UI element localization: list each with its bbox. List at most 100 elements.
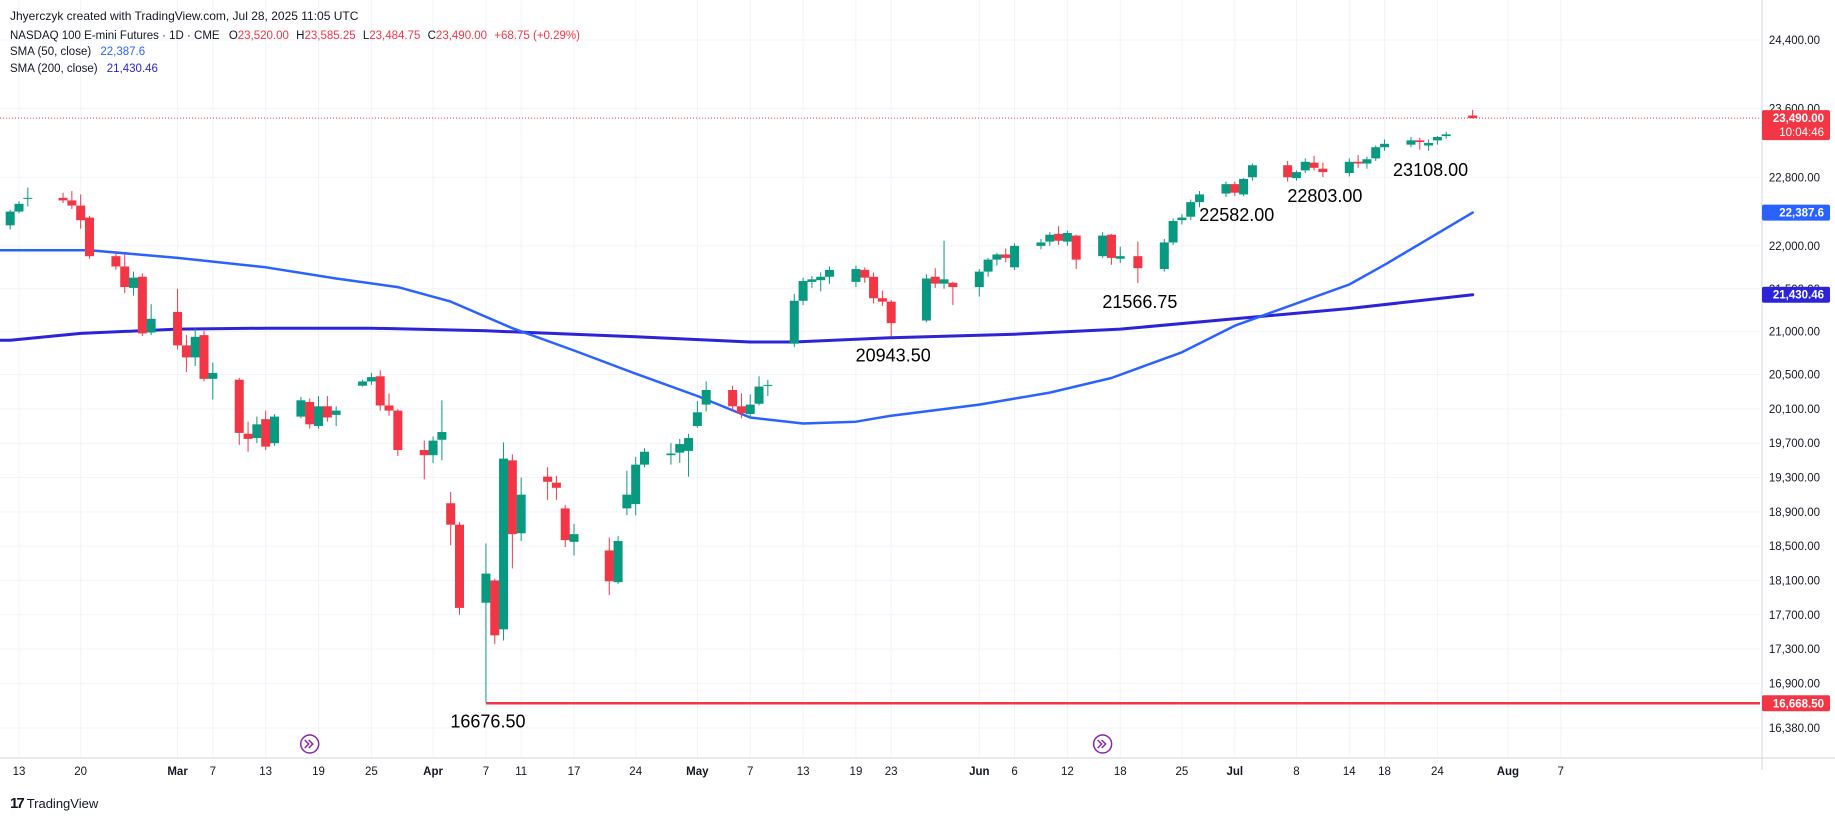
candle — [983, 257, 993, 277]
candle-body — [640, 451, 650, 465]
candle-body — [877, 298, 887, 302]
candle — [1468, 109, 1478, 119]
candle-body — [992, 254, 1002, 260]
candle — [507, 454, 517, 569]
candle-body — [1177, 217, 1187, 221]
candle-body — [1371, 147, 1381, 159]
candle-body — [366, 377, 376, 382]
candle — [129, 271, 139, 296]
high-value: 23,585.25 — [304, 30, 356, 42]
price-annotation: 22582.00 — [1199, 205, 1274, 225]
candle — [1432, 136, 1442, 145]
candle-body — [499, 458, 509, 630]
price-badge: 22,387.6 — [1762, 204, 1830, 221]
candle-body — [58, 197, 68, 201]
sma50-layer — [0, 211, 1474, 425]
event-marker-arrows — [304, 739, 314, 749]
candle — [1062, 230, 1072, 246]
candle-body — [1406, 140, 1416, 145]
low-label: L — [362, 30, 370, 42]
candle-body — [261, 419, 271, 447]
sma200-layer — [0, 293, 1475, 344]
candle — [1247, 163, 1257, 181]
candle-body — [869, 276, 879, 299]
candle — [199, 330, 209, 382]
candle-body — [754, 386, 764, 404]
candle — [692, 401, 702, 428]
time-tick-label: 7 — [210, 766, 216, 778]
candle — [1362, 156, 1372, 169]
time-axis[interactable]: 13 20 Mar 7 13 19 25 Apr 7 11 17 24 May 7 13 19 23 Jun 6 12… — [0, 757, 1835, 778]
candle-body — [886, 301, 896, 324]
candle-body — [1010, 245, 1020, 268]
price-badge: 21,430.46 — [1762, 286, 1830, 303]
candle-body — [1062, 233, 1072, 242]
candle — [322, 396, 332, 422]
candle — [816, 272, 826, 292]
candle-body — [604, 550, 614, 582]
sma200-value: 21,430.46 — [106, 63, 158, 75]
candle — [543, 467, 553, 500]
instrument-name[interactable]: NASDAQ 100 E-mini Futures · 1D · CME — [10, 30, 220, 42]
candle-body — [14, 203, 24, 212]
close-value: 23,490.00 — [435, 30, 488, 42]
candle-body — [675, 444, 685, 453]
time-tick-label: 7 — [747, 766, 753, 778]
candle — [1239, 178, 1249, 197]
sma200-legend[interactable]: SMA (200, close) 21,430.46 — [10, 63, 158, 75]
time-tick-label: 20 — [74, 766, 87, 778]
fast-forward-circle-icon[interactable] — [299, 734, 320, 754]
candle-body — [789, 300, 799, 344]
candle — [84, 215, 94, 259]
price-tick-label: 18,900.00 — [1769, 507, 1820, 519]
candle — [437, 400, 447, 461]
candle — [269, 414, 279, 446]
candle-body — [939, 279, 949, 284]
candle — [375, 370, 385, 411]
open-label: O — [228, 30, 238, 42]
sma50-legend[interactable]: SMA (50, close) 22,387.6 — [10, 46, 145, 58]
time-tick-label: 11 — [515, 766, 527, 778]
price-badge-label: 22,387.6 — [1779, 208, 1824, 220]
candle — [877, 290, 887, 306]
candle-body — [763, 384, 773, 386]
price-badge: 16,668.50 — [1762, 695, 1830, 712]
sma200-label: SMA (200, close) — [10, 63, 98, 75]
event-marker-arrows — [1097, 739, 1107, 749]
candle — [1230, 181, 1240, 196]
tradingview-logo[interactable]: 17 TradingView — [10, 795, 98, 812]
candle-body — [701, 390, 711, 405]
time-tick-label: 24 — [1431, 766, 1444, 778]
candle — [111, 251, 121, 270]
candle — [675, 438, 685, 463]
candle — [1300, 158, 1310, 173]
candle — [807, 275, 817, 288]
fast-forward-circle-icon[interactable] — [1092, 734, 1113, 754]
candle — [252, 416, 262, 444]
candle-body — [322, 406, 332, 418]
candle — [490, 578, 500, 644]
time-tick-label: May — [686, 766, 709, 778]
candle-body — [1300, 161, 1310, 171]
candle-body — [622, 494, 632, 509]
candle — [358, 379, 368, 387]
candle — [516, 477, 526, 541]
tradingview-logo-icon: 17 — [10, 795, 25, 812]
price-badge-countdown: 10:04:46 — [1779, 127, 1824, 139]
price-annotation: 20943.50 — [856, 346, 931, 366]
price-badge-bg — [1762, 695, 1830, 712]
candle — [208, 362, 218, 400]
candle-body — [1221, 184, 1231, 194]
sma50-line — [0, 211, 1474, 425]
candle — [736, 393, 746, 419]
candle-body — [1344, 161, 1354, 173]
candles-layer — [5, 109, 1478, 703]
price-tick-label: 16,900.00 — [1769, 678, 1820, 690]
candle-body — [948, 282, 958, 288]
price-tick-label: 24,400.00 — [1769, 35, 1820, 47]
candle — [728, 385, 738, 412]
price-tick-label: 20,100.00 — [1769, 404, 1820, 416]
candle-body — [1362, 159, 1372, 164]
candle — [798, 277, 808, 306]
change-value: +68.75 (+0.29%) — [494, 30, 580, 42]
